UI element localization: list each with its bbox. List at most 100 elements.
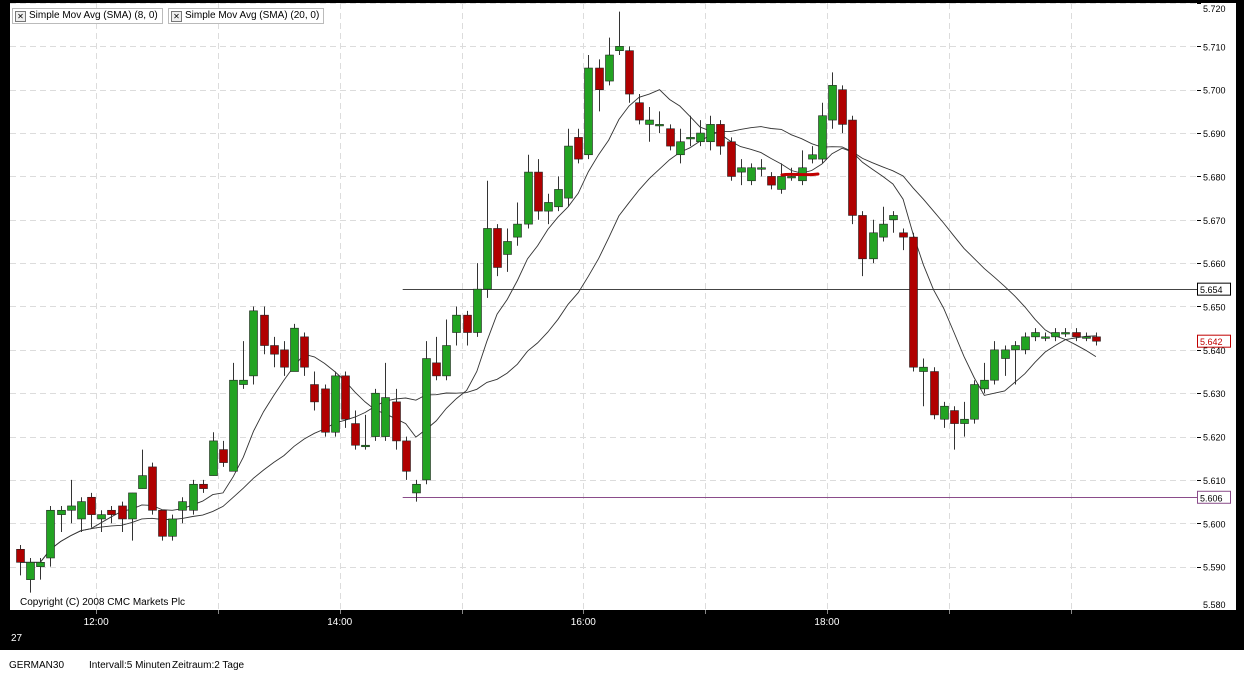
price-tick-label: 5.720 <box>1203 4 1226 14</box>
candle-up <box>97 514 106 520</box>
candle-down <box>909 236 918 368</box>
price-tick-label: 5.680 <box>1203 172 1226 182</box>
level-tag <box>1197 490 1231 504</box>
candle-up <box>209 440 218 476</box>
candle-up <box>818 115 827 160</box>
candle-down <box>199 483 208 489</box>
candle-down <box>16 548 25 563</box>
price-tick-label: 5.600 <box>1203 519 1226 529</box>
close-box-icon[interactable]: ✕ <box>15 11 26 22</box>
candlestick-chart <box>10 3 1197 610</box>
candle-up <box>737 167 746 173</box>
candle-up <box>36 562 45 567</box>
candle-down <box>87 496 96 515</box>
legend-sma-8[interactable]: ✕ Simple Mov Avg (SMA) (8, 0) <box>12 8 163 24</box>
candle-up <box>1001 349 1010 359</box>
candle-down <box>666 128 675 147</box>
candle-up <box>371 392 380 437</box>
level-tag <box>1197 282 1231 296</box>
candle-up <box>331 375 340 433</box>
candle-up <box>655 124 664 127</box>
current-price-label: 5.642 <box>1200 337 1223 347</box>
copyright: Copyright (C) 2008 CMC Markets Plc <box>20 597 186 608</box>
candle-up <box>889 215 898 221</box>
candles <box>16 11 1101 593</box>
candle-down <box>260 314 269 346</box>
candle-up <box>706 124 715 143</box>
price-tick-label: 5.660 <box>1203 259 1226 269</box>
price-tick-label: 5.620 <box>1203 433 1226 443</box>
time-tick-label: 12:00 <box>84 617 109 628</box>
candle-down <box>716 124 725 147</box>
candle-down <box>300 336 309 368</box>
candle-up <box>1061 332 1070 335</box>
close-box-icon[interactable]: ✕ <box>171 11 182 22</box>
candle-down <box>107 509 116 515</box>
price-tick-label: 5.630 <box>1203 389 1226 399</box>
candle-down <box>930 371 939 416</box>
price-tick-label: 5.700 <box>1203 86 1226 96</box>
price-tick-label: 5.640 <box>1203 346 1226 356</box>
price-tick-label: 5.690 <box>1203 129 1226 139</box>
time-tick-label: 14:00 <box>327 617 352 628</box>
candle-down <box>341 375 350 420</box>
candle-down <box>950 410 959 424</box>
candle-up <box>676 141 685 156</box>
candle-up <box>452 314 461 333</box>
candle-up <box>747 167 756 182</box>
interval-label: Intervall:5 Minuten <box>89 660 171 671</box>
candle-down <box>148 466 157 511</box>
candle-up <box>919 366 928 372</box>
candle-up <box>1051 332 1060 338</box>
legend-sma-20[interactable]: ✕ Simple Mov Avg (SMA) (20, 0) <box>168 8 325 24</box>
candle-down <box>1092 336 1101 342</box>
candle-down <box>635 102 644 121</box>
candle-up <box>544 202 553 212</box>
candle-up <box>361 444 370 448</box>
candle-up <box>554 189 563 208</box>
candle-up <box>990 349 999 381</box>
candle-down <box>848 119 857 216</box>
candle-down <box>280 349 289 368</box>
price-axis[interactable]: 5.580 5.590 5.600 5.610 5.620 5.630 5.640 5.650… <box>1197 3 1236 610</box>
candle-down <box>899 232 908 238</box>
sma-lines <box>20 89 1097 563</box>
current-price-tag <box>1197 334 1231 348</box>
candle-up <box>412 483 421 494</box>
price-tick-label: 5.590 <box>1203 563 1226 573</box>
candle-up <box>189 483 198 511</box>
candle-down <box>595 67 604 91</box>
candle-down <box>574 137 583 160</box>
instrument-symbol: GERMAN30 <box>9 660 65 671</box>
candle-down <box>351 423 360 446</box>
time-axis[interactable]: 12:00 14:00 16:00 18:00 <box>10 610 1236 630</box>
candle-down <box>1072 332 1081 338</box>
candle-up <box>605 54 614 82</box>
candle-up <box>869 232 878 260</box>
annotation-stroke <box>780 172 820 177</box>
level-tag-label: 5.606 <box>1200 493 1223 503</box>
price-tick-label: 5.650 <box>1203 303 1226 313</box>
candle-up <box>513 223 522 238</box>
candle-up <box>67 505 76 511</box>
candle-down <box>402 440 411 472</box>
candle-up <box>138 475 147 489</box>
price-tick-label: 5.670 <box>1203 216 1226 226</box>
time-tick-label: 18:00 <box>814 617 839 628</box>
candle-up <box>168 518 177 537</box>
candle-up <box>808 154 817 160</box>
candle-down <box>493 228 502 268</box>
candle-up <box>290 327 299 372</box>
candle-up <box>483 228 492 290</box>
price-tick-label: 5.580 <box>1203 600 1226 610</box>
chart-plot-area[interactable]: ✕ Simple Mov Avg (SMA) (8, 0) ✕ Simple Mov… <box>10 3 1197 610</box>
candle-down <box>432 362 441 377</box>
candle-up <box>1031 332 1040 338</box>
candle-up <box>615 46 624 51</box>
candle-up <box>777 176 786 190</box>
candle-down <box>321 388 330 433</box>
candle-up <box>128 492 137 520</box>
candle-up <box>77 501 86 520</box>
candle-up <box>249 310 258 377</box>
time-tick-label: 16:00 <box>571 617 596 628</box>
